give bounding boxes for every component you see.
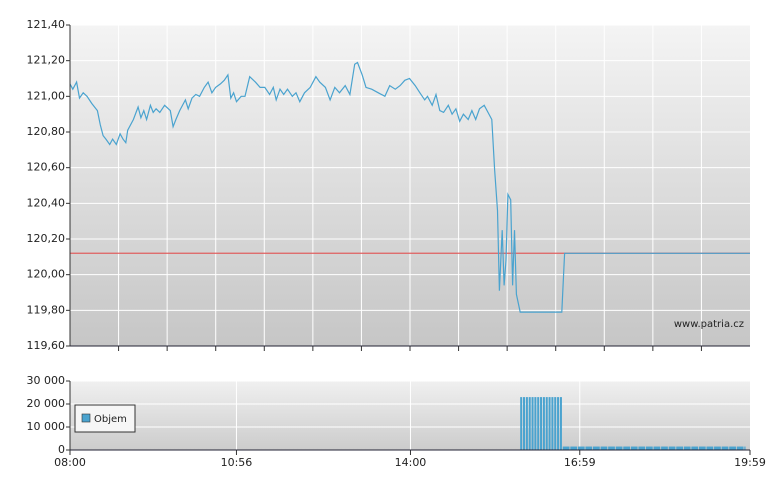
volume-bar xyxy=(706,446,714,450)
volume-bar xyxy=(736,446,744,450)
legend-label: Objem xyxy=(94,414,127,425)
volume-bar xyxy=(523,397,526,450)
volume-bar xyxy=(528,397,531,450)
volume-bar xyxy=(683,446,691,450)
x-tick-label: 10:56 xyxy=(221,456,253,469)
y-tick-label: 10 000 xyxy=(27,420,66,433)
volume-bar xyxy=(593,446,600,450)
volume-bar xyxy=(645,446,653,450)
y-tick-label: 120,40 xyxy=(27,196,66,209)
x-tick-label: 19:59 xyxy=(734,456,766,469)
volume-bar xyxy=(562,446,570,450)
y-tick-label: 120,60 xyxy=(27,161,66,174)
y-tick-label: 121,40 xyxy=(27,18,66,31)
y-tick-label: 20 000 xyxy=(27,397,66,410)
volume-bar xyxy=(557,397,560,450)
volume-bar xyxy=(570,446,578,450)
y-tick-label: 119,80 xyxy=(27,303,66,316)
volume-bar xyxy=(615,446,623,450)
volume-bar xyxy=(623,446,631,450)
volume-bar xyxy=(525,397,528,450)
y-tick-label: 121,00 xyxy=(27,89,66,102)
volume-bar xyxy=(653,446,661,450)
x-tick-label: 08:00 xyxy=(54,456,86,469)
volume-bar xyxy=(721,446,729,450)
volume-bar xyxy=(608,446,615,450)
volume-bar xyxy=(585,446,593,450)
volume-bar xyxy=(554,397,557,450)
volume-bar xyxy=(577,446,585,450)
x-tick-label: 14:00 xyxy=(395,456,427,469)
y-tick-label: 30 000 xyxy=(27,374,66,387)
volume-bar xyxy=(559,397,562,450)
volume-bar xyxy=(540,397,543,450)
volume-bar xyxy=(668,446,676,450)
y-tick-label: 120,20 xyxy=(27,232,66,245)
volume-bar xyxy=(551,397,554,450)
legend-swatch xyxy=(81,413,91,423)
y-tick-label: 0 xyxy=(58,443,65,456)
volume-bar xyxy=(534,397,537,450)
volume-bar xyxy=(744,446,746,450)
volume-bar xyxy=(698,446,706,450)
volume-bar xyxy=(600,446,608,450)
y-tick-label: 119,60 xyxy=(27,339,66,352)
volume-bar xyxy=(548,397,551,450)
volume-bar xyxy=(638,446,646,450)
volume-bar xyxy=(691,446,699,450)
volume-bar xyxy=(531,397,534,450)
volume-bar xyxy=(729,446,736,450)
watermark: www.patria.cz xyxy=(674,319,744,330)
volume-bar xyxy=(630,446,638,450)
volume-bar xyxy=(661,446,668,450)
x-tick-label: 16:59 xyxy=(564,456,596,469)
volume-bar xyxy=(545,397,548,450)
volume-bar xyxy=(520,397,523,450)
volume-bar xyxy=(542,397,545,450)
price-line xyxy=(69,61,750,313)
volume-bar xyxy=(537,397,540,450)
y-tick-label: 120,00 xyxy=(27,268,66,281)
y-tick-label: 121,20 xyxy=(27,54,66,67)
y-tick-label: 120,80 xyxy=(27,125,66,138)
volume-bar xyxy=(714,446,721,450)
volume-bar xyxy=(676,446,683,450)
